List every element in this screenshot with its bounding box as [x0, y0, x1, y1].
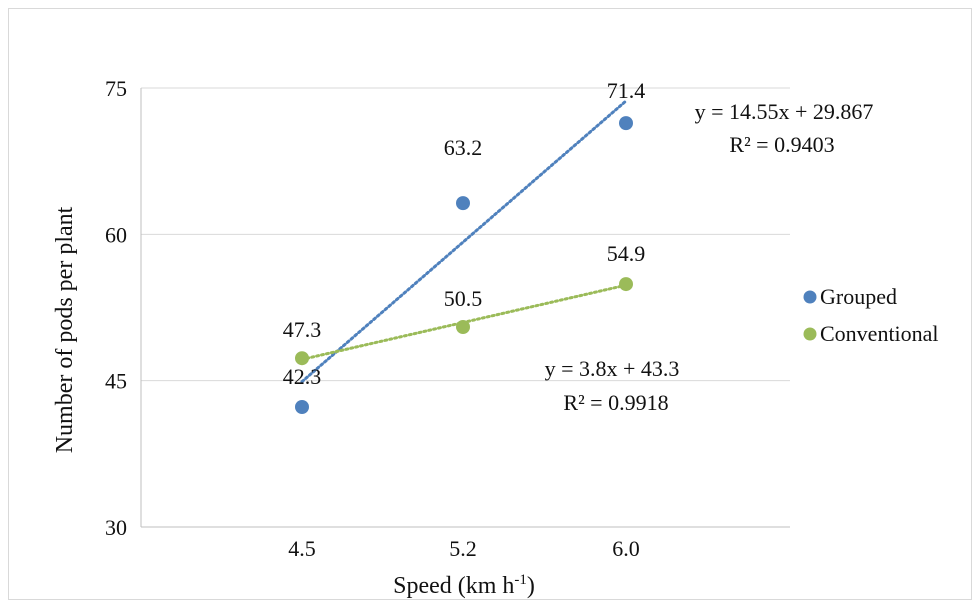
point-conventional — [456, 320, 470, 335]
point-grouped — [456, 196, 470, 211]
point-conventional — [619, 277, 633, 292]
data-label-grouped: 63.2 — [444, 135, 483, 160]
x-tick-label: 4.5 — [288, 536, 316, 561]
y-tick-label: 30 — [105, 515, 127, 540]
y-tick-label: 60 — [105, 222, 127, 247]
x-tick-label: 5.2 — [449, 536, 477, 561]
grouped-trend-equation: y = 14.55x + 29.867 — [695, 99, 874, 124]
y-tick-label: 75 — [105, 76, 127, 101]
gridlines — [140, 87, 790, 528]
conventional-trend-r2: R² = 0.9918 — [563, 390, 668, 415]
legend-label-conventional: Conventional — [820, 321, 939, 346]
legend-marker-conventional — [803, 327, 817, 341]
legend-item-conventional[interactable]: Conventional — [803, 321, 939, 346]
grouped-trend-r2: R² = 0.9403 — [729, 132, 834, 157]
data-label-conventional: 47.3 — [283, 317, 322, 342]
x-axis-title-main: Speed (km h — [393, 573, 514, 599]
x-tick-labels: 4.5 5.2 6.0 — [288, 536, 640, 561]
x-axis-title-close: ) — [527, 573, 535, 599]
legend: Grouped Conventional — [803, 284, 939, 346]
chart-frame — [8, 8, 972, 600]
data-label-conventional: 50.5 — [444, 286, 483, 311]
y-axis-title: Number of pods per plant — [52, 206, 78, 453]
x-axis-title: Speed (km h-1) — [393, 572, 535, 599]
point-grouped — [619, 116, 633, 131]
trendline-grouped — [300, 99, 628, 384]
data-label-grouped: 71.4 — [607, 78, 646, 103]
data-label-conventional: 54.9 — [607, 241, 646, 266]
data-labels: 42.3 63.2 71.4 47.3 50.5 54.9 — [283, 78, 646, 389]
x-tick-label: 6.0 — [612, 536, 640, 561]
legend-item-grouped[interactable]: Grouped — [803, 284, 897, 309]
legend-label-grouped: Grouped — [820, 284, 897, 309]
legend-marker-grouped — [803, 290, 817, 304]
point-conventional — [295, 351, 309, 366]
data-label-grouped: 42.3 — [283, 364, 322, 389]
point-grouped — [295, 400, 309, 415]
x-axis-title-sup: -1 — [514, 572, 527, 588]
y-tick-labels: 30 45 60 75 — [105, 76, 127, 540]
conventional-trend-equation: y = 3.8x + 43.3 — [545, 356, 680, 381]
data-points — [295, 116, 633, 415]
y-tick-label: 45 — [105, 369, 127, 394]
